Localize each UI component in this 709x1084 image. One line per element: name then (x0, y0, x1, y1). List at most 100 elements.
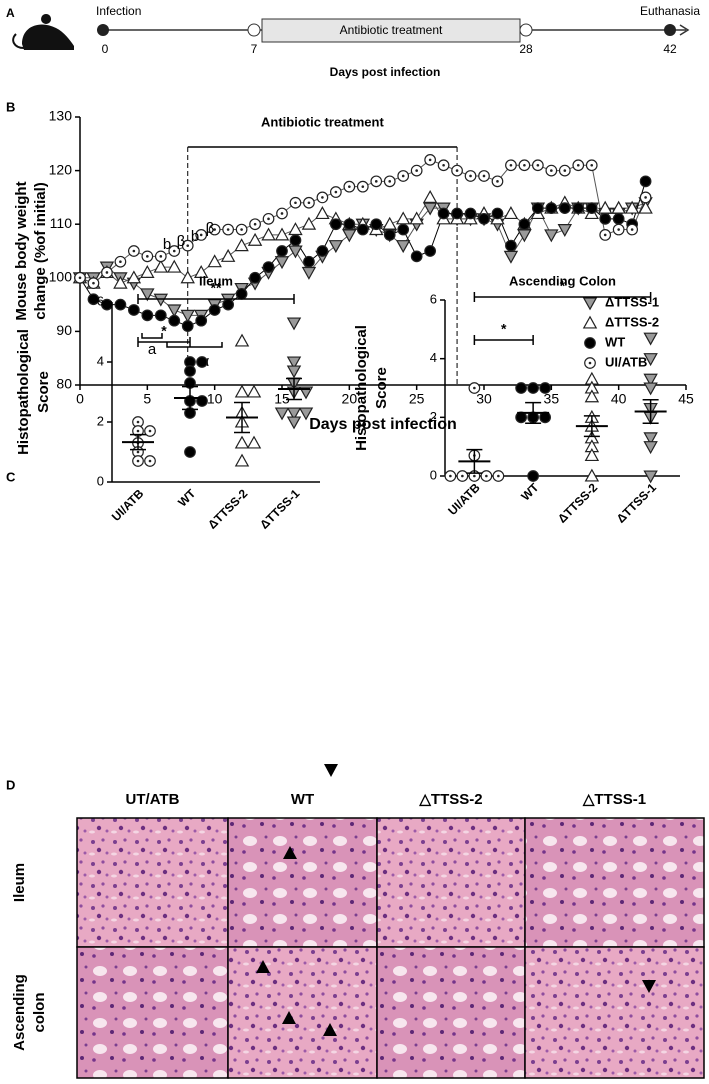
data-point (207, 254, 222, 268)
x-tick-label: 10 (207, 391, 223, 407)
marker-dot (186, 244, 190, 247)
marker-dot (253, 222, 257, 226)
annotation-bracket (141, 333, 163, 339)
marker-dot (267, 217, 270, 221)
marker-dot (469, 174, 472, 178)
marker-dot (148, 459, 152, 463)
data-point (410, 250, 423, 263)
y-axis-label: Score (35, 371, 52, 413)
timeline-point (664, 24, 676, 36)
arrowhead (642, 980, 656, 993)
marker-dot (294, 201, 297, 205)
data-point (234, 435, 250, 449)
data-point (464, 207, 477, 220)
y-tick-label: 2 (430, 409, 437, 424)
arrowhead (283, 846, 297, 859)
day-label: 0 (102, 42, 109, 56)
significance-label: * (161, 323, 167, 339)
data-point (382, 216, 397, 230)
data-point (611, 200, 626, 214)
marker-dot (136, 459, 140, 463)
data-point (585, 202, 598, 214)
data-point (235, 288, 248, 300)
timeline-arrow (679, 24, 690, 36)
y-tick-label: 100 (49, 269, 73, 285)
arrowhead (323, 1023, 337, 1036)
panel-d: D UT/ATB WT △TTSS-2 △TTSS-1 Ileum Ascending co… (6, 764, 705, 1079)
y-tick-label: 110 (50, 215, 73, 231)
data-point (503, 250, 519, 264)
panel-letter: B (6, 99, 15, 114)
data-point (584, 389, 600, 403)
data-point (599, 212, 612, 225)
x-tick-label: 35 (544, 391, 560, 407)
chart-title: Ascending Colon (509, 273, 616, 288)
panel-letter: D (6, 777, 15, 792)
data-point (261, 227, 276, 241)
data-point (247, 232, 263, 246)
data-point (370, 218, 383, 231)
marker-dot (78, 276, 82, 280)
treatment-label: Antibiotic treatment (340, 23, 443, 37)
data-point (220, 248, 236, 262)
marker-dot (630, 228, 634, 231)
x-tick-label: UI/ATB (109, 486, 147, 524)
annotation: β (177, 233, 186, 250)
y-tick-label: 4 (97, 353, 104, 368)
x-tick-label: ΔTTSS-2 (205, 486, 250, 531)
panel-letter: C (6, 469, 16, 484)
data-point (491, 207, 504, 220)
annotation-bracket (166, 342, 223, 348)
data-point (234, 333, 250, 347)
treatment-title: Antibiotic treatment (261, 114, 384, 129)
legend-label: ΔTTSS-1 (605, 294, 659, 309)
data-point (140, 288, 155, 302)
data-point (288, 245, 303, 259)
data-point (208, 304, 221, 316)
data-point (505, 239, 517, 252)
data-point (288, 222, 303, 236)
x-tick-label: 45 (678, 391, 694, 407)
data-point (184, 365, 196, 377)
marker-dot (523, 163, 526, 167)
data-point (527, 382, 539, 394)
data-point (141, 309, 154, 322)
data-point (643, 353, 658, 367)
y-tick-label: 6 (430, 291, 437, 306)
data-point (342, 229, 357, 243)
significance-bracket (473, 292, 652, 302)
data-point (356, 223, 369, 236)
data-point (303, 255, 315, 268)
significance-label: * (560, 278, 566, 294)
data-point (154, 309, 167, 322)
marker-dot (644, 196, 647, 199)
data-point (517, 229, 532, 243)
timeline-point (97, 24, 109, 36)
marker-dot (119, 260, 122, 264)
marker-dot (199, 233, 203, 237)
marker-dot (146, 255, 149, 258)
data-point (643, 373, 658, 387)
marker-dot (159, 255, 163, 258)
data-point (87, 293, 100, 306)
histology-image (76, 817, 229, 948)
y-tick-label: 80 (56, 376, 72, 392)
arrowhead (324, 764, 338, 777)
annotation: b (191, 228, 199, 245)
panel-letter: A (6, 6, 15, 20)
data-point (539, 382, 551, 394)
legend-marker (582, 297, 598, 311)
marker-dot (92, 281, 95, 285)
day-label: 7 (251, 42, 258, 56)
data-point (612, 212, 625, 225)
marker-dot (482, 174, 486, 178)
marker-dot (136, 450, 140, 454)
significance-bracket (473, 335, 534, 345)
annotation: β (206, 220, 215, 237)
x-axis-label: Days post infection (309, 416, 457, 433)
significance-bracket (137, 337, 191, 347)
x-tick-label: WT (175, 486, 199, 510)
data-point (544, 229, 559, 243)
significance-label: * (501, 321, 507, 337)
data-point (289, 234, 302, 247)
